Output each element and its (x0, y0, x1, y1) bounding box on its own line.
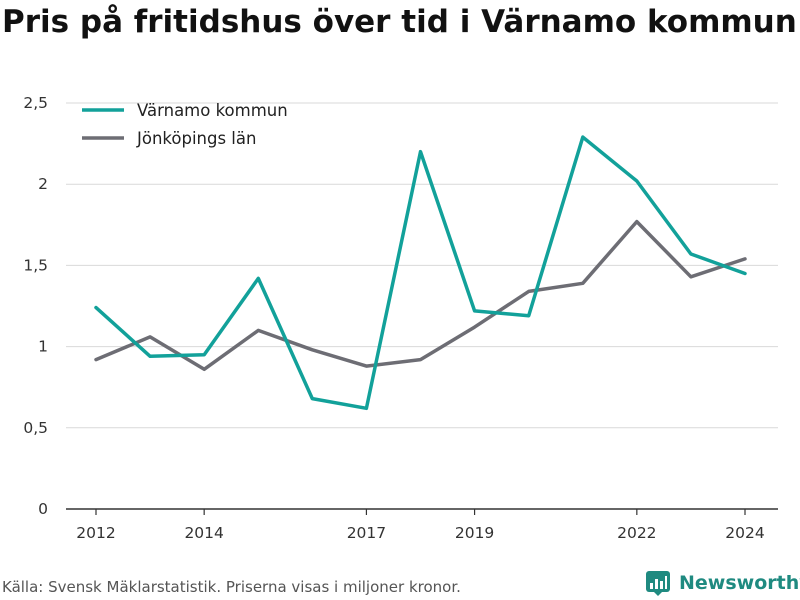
x-tick-label: 2024 (725, 524, 764, 542)
source-note: Källa: Svensk Mäklarstatistik. Priserna … (2, 578, 461, 596)
legend-label: Jönköpings län (136, 129, 256, 148)
y-tick-label: 1 (38, 338, 48, 356)
y-tick-label: 1,5 (23, 256, 48, 274)
series-line (94, 219, 747, 372)
y-tick-label: 0,5 (23, 419, 48, 437)
newsworthy-icon (646, 571, 670, 596)
grid-lines (66, 102, 778, 510)
x-tick-label: 2017 (347, 524, 386, 542)
series-line (94, 135, 747, 411)
legend-label: Värnamo kommun (137, 101, 288, 120)
legend: Värnamo kommun Jönköpings län (82, 101, 288, 148)
x-axis-ticks: 2012 2014 2017 2019 2022 2024 (76, 509, 765, 542)
x-tick-label: 2019 (455, 524, 494, 542)
series-lines (94, 135, 747, 411)
x-tick-label: 2012 (76, 524, 115, 542)
brand-name: Newsworthy (679, 572, 800, 594)
y-tick-label: 0 (38, 500, 48, 518)
x-tick-label: 2014 (184, 524, 223, 542)
y-tick-label: 2 (38, 175, 48, 193)
x-tick-label: 2022 (617, 524, 656, 542)
y-tick-label: 2,5 (23, 94, 48, 112)
brand-logo: Newsworthy (645, 570, 800, 596)
chart-title: Pris på fritidshus över tid i Värnamo ko… (2, 4, 797, 40)
y-axis-ticks: 0 0,5 1 1,5 2 2,5 (23, 94, 48, 518)
